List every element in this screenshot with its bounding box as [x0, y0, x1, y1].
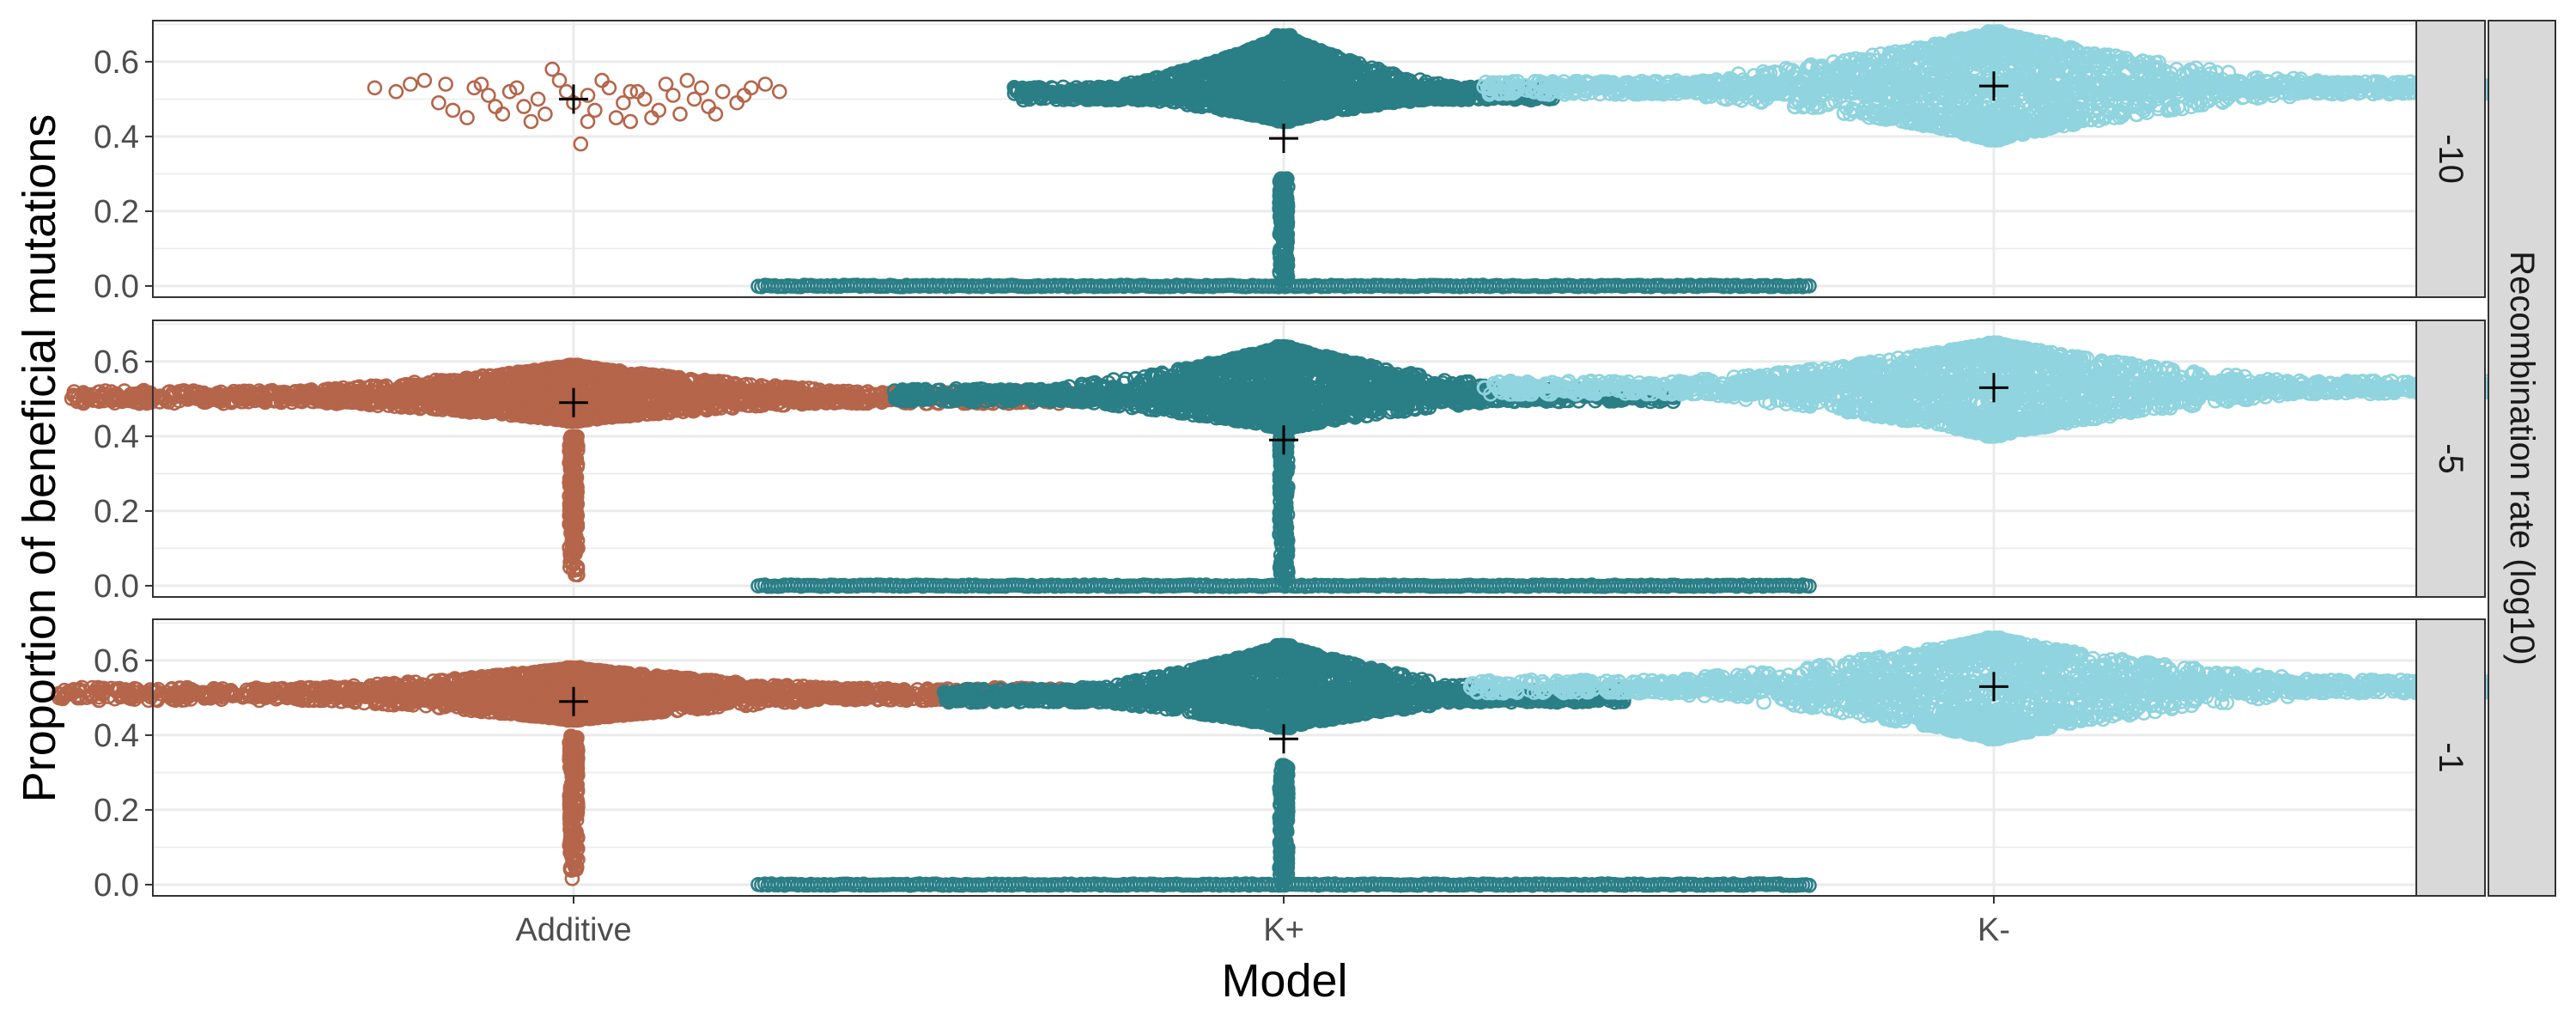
facet-panel: 0.00.20.40.6-10	[94, 21, 2510, 305]
